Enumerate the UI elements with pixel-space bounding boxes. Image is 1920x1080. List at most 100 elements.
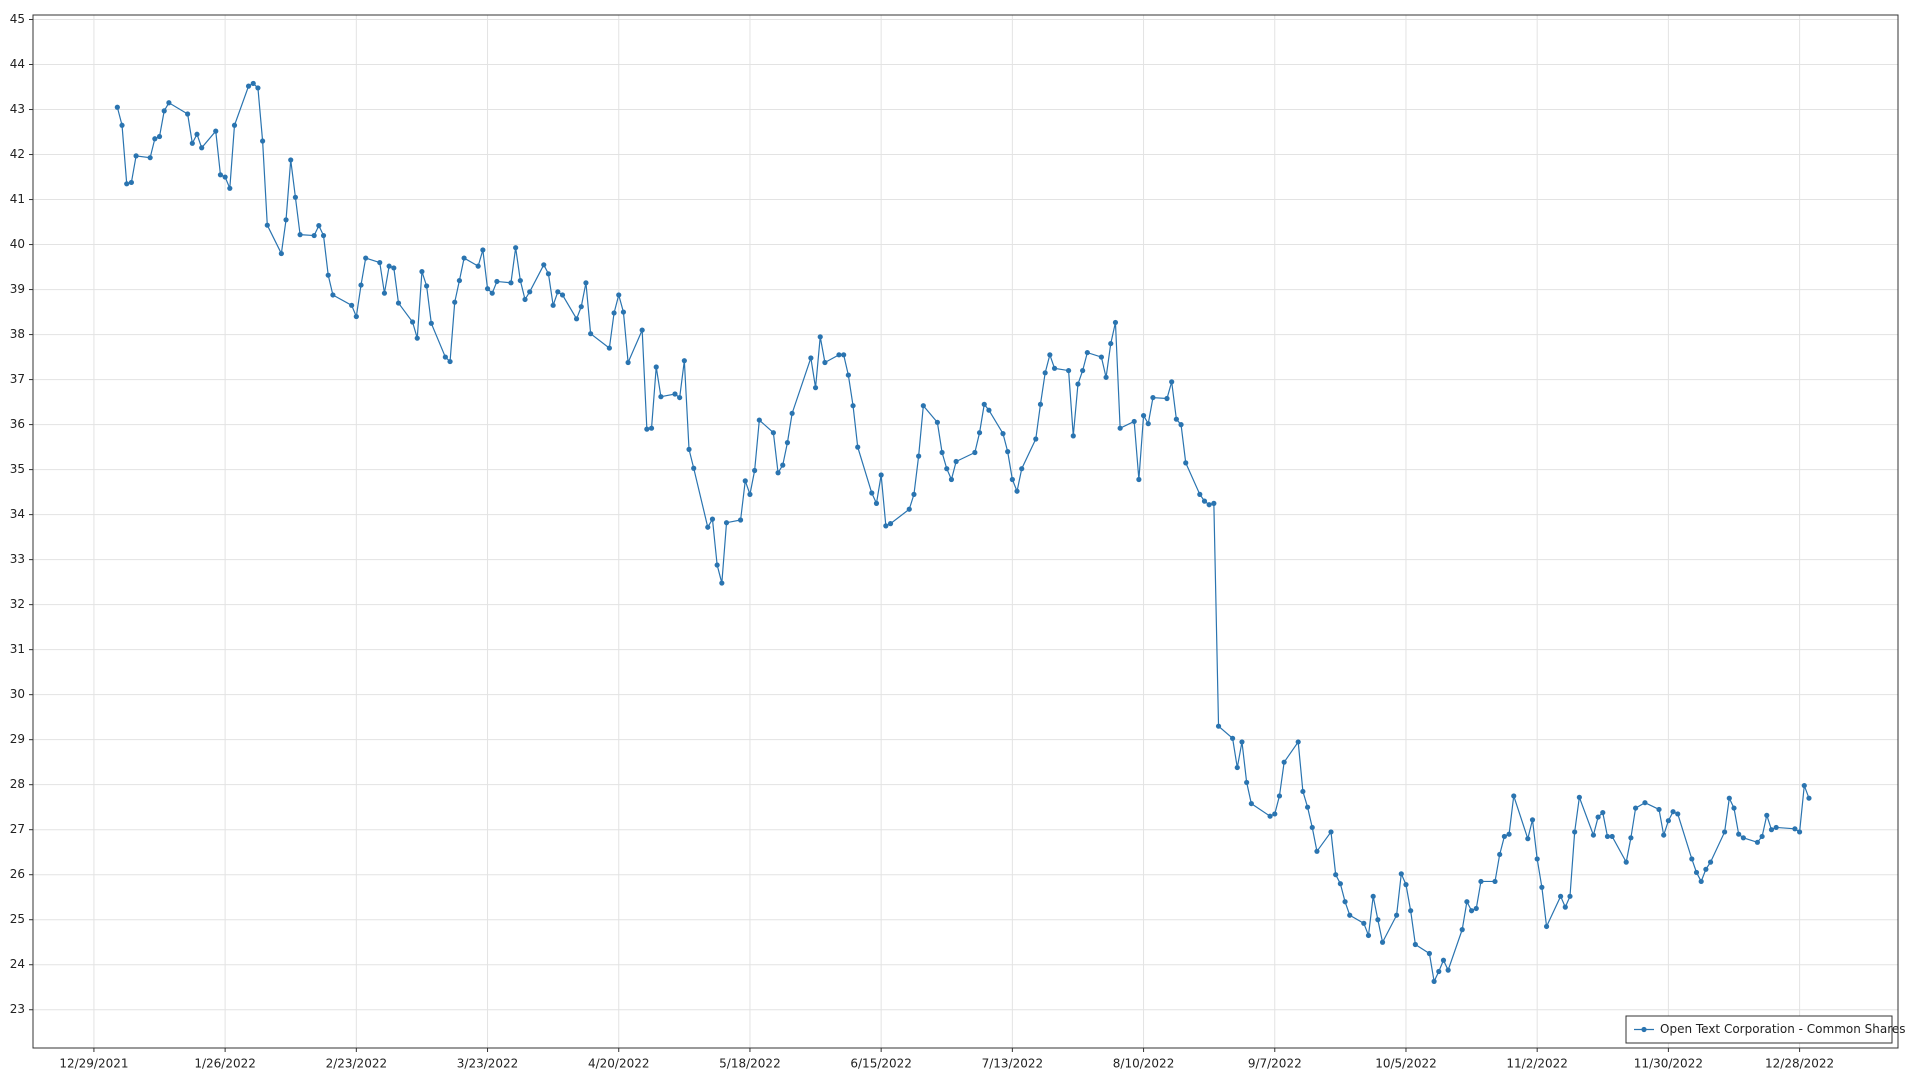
data-point [588, 331, 594, 337]
data-point [1722, 829, 1728, 835]
data-point [1675, 811, 1681, 817]
data-point [1698, 878, 1704, 885]
data-point [513, 245, 519, 251]
data-point [255, 85, 261, 91]
data-point [330, 292, 336, 298]
data-point [644, 426, 650, 432]
data-point [920, 403, 926, 409]
x-tick-label: 10/5/2022 [1375, 1057, 1437, 1071]
data-point [1628, 835, 1634, 841]
data-point [1019, 466, 1025, 472]
data-point [1801, 782, 1807, 789]
data-point [1080, 367, 1086, 374]
data-point [156, 133, 163, 140]
data-point [747, 491, 753, 497]
data-point [1014, 488, 1020, 494]
y-tick-label: 29 [10, 732, 25, 746]
data-point [250, 80, 256, 87]
data-point [452, 299, 458, 305]
data-point [1244, 779, 1250, 786]
x-tick-label: 6/15/2022 [850, 1057, 912, 1071]
data-point [822, 359, 828, 366]
data-point [1206, 502, 1212, 508]
data-point [1065, 367, 1072, 374]
data-point [1070, 433, 1076, 439]
data-point [620, 309, 627, 315]
data-point [869, 490, 875, 496]
data-point [475, 263, 481, 269]
data-point [1178, 421, 1184, 428]
data-point [152, 136, 158, 142]
data-point [442, 354, 448, 360]
data-point [1707, 859, 1714, 865]
data-point [1042, 370, 1048, 376]
y-tick-label: 36 [10, 417, 25, 431]
legend-label: Open Text Corporation - Common Shares [1660, 1022, 1906, 1036]
data-point [723, 520, 730, 526]
data-point [573, 316, 580, 322]
data-point [658, 394, 664, 400]
data-point [1248, 800, 1254, 807]
data-point [841, 352, 847, 358]
data-point [522, 296, 528, 303]
data-point [845, 372, 851, 378]
data-point [1609, 833, 1615, 840]
data-point [1632, 805, 1639, 811]
data-point [1445, 967, 1451, 973]
x-tick-label: 11/30/2022 [1634, 1057, 1703, 1071]
data-point [1567, 893, 1573, 899]
data-point [185, 111, 191, 117]
data-point [119, 122, 125, 128]
data-point [283, 217, 289, 223]
data-point [1361, 920, 1367, 926]
data-point [817, 334, 823, 340]
data-point [1051, 365, 1058, 371]
data-point [578, 304, 584, 310]
data-point [1590, 832, 1597, 838]
data-point [1689, 856, 1695, 862]
data-point [1201, 498, 1208, 504]
data-point [1379, 939, 1386, 945]
data-point [1272, 811, 1278, 817]
data-point [222, 174, 228, 180]
data-point [677, 394, 683, 401]
data-point [456, 277, 463, 284]
data-point [1431, 978, 1437, 984]
data-point [850, 403, 856, 409]
data-point [264, 222, 270, 228]
data-point [944, 466, 950, 472]
y-tick-label: 37 [10, 372, 25, 386]
data-point [147, 155, 153, 161]
data-point [1164, 395, 1170, 402]
data-point [1768, 827, 1775, 833]
data-point [784, 440, 791, 446]
y-tick-label: 34 [10, 507, 25, 521]
data-point [1183, 460, 1189, 466]
data-point [1140, 412, 1147, 419]
data-point [1764, 812, 1770, 818]
y-tick-label: 38 [10, 327, 25, 341]
data-point [986, 407, 992, 413]
data-point [1511, 793, 1517, 799]
data-point [939, 449, 945, 456]
data-point [217, 172, 224, 178]
data-point [1000, 431, 1006, 437]
data-point [1440, 957, 1447, 963]
data-point [1539, 884, 1545, 890]
data-point [541, 262, 547, 268]
data-point [1276, 793, 1283, 799]
data-point [1642, 800, 1648, 806]
data-point [770, 430, 776, 436]
data-point [349, 302, 355, 308]
data-point [227, 185, 233, 191]
data-point [1759, 833, 1765, 840]
data-point [1075, 381, 1081, 387]
data-point [245, 83, 252, 89]
data-point [1150, 394, 1156, 401]
data-point [1309, 824, 1315, 831]
y-tick-label: 42 [10, 147, 25, 161]
y-tick-label: 23 [10, 1002, 25, 1016]
data-point [1215, 723, 1222, 729]
data-point [906, 506, 912, 512]
data-point [381, 290, 388, 296]
